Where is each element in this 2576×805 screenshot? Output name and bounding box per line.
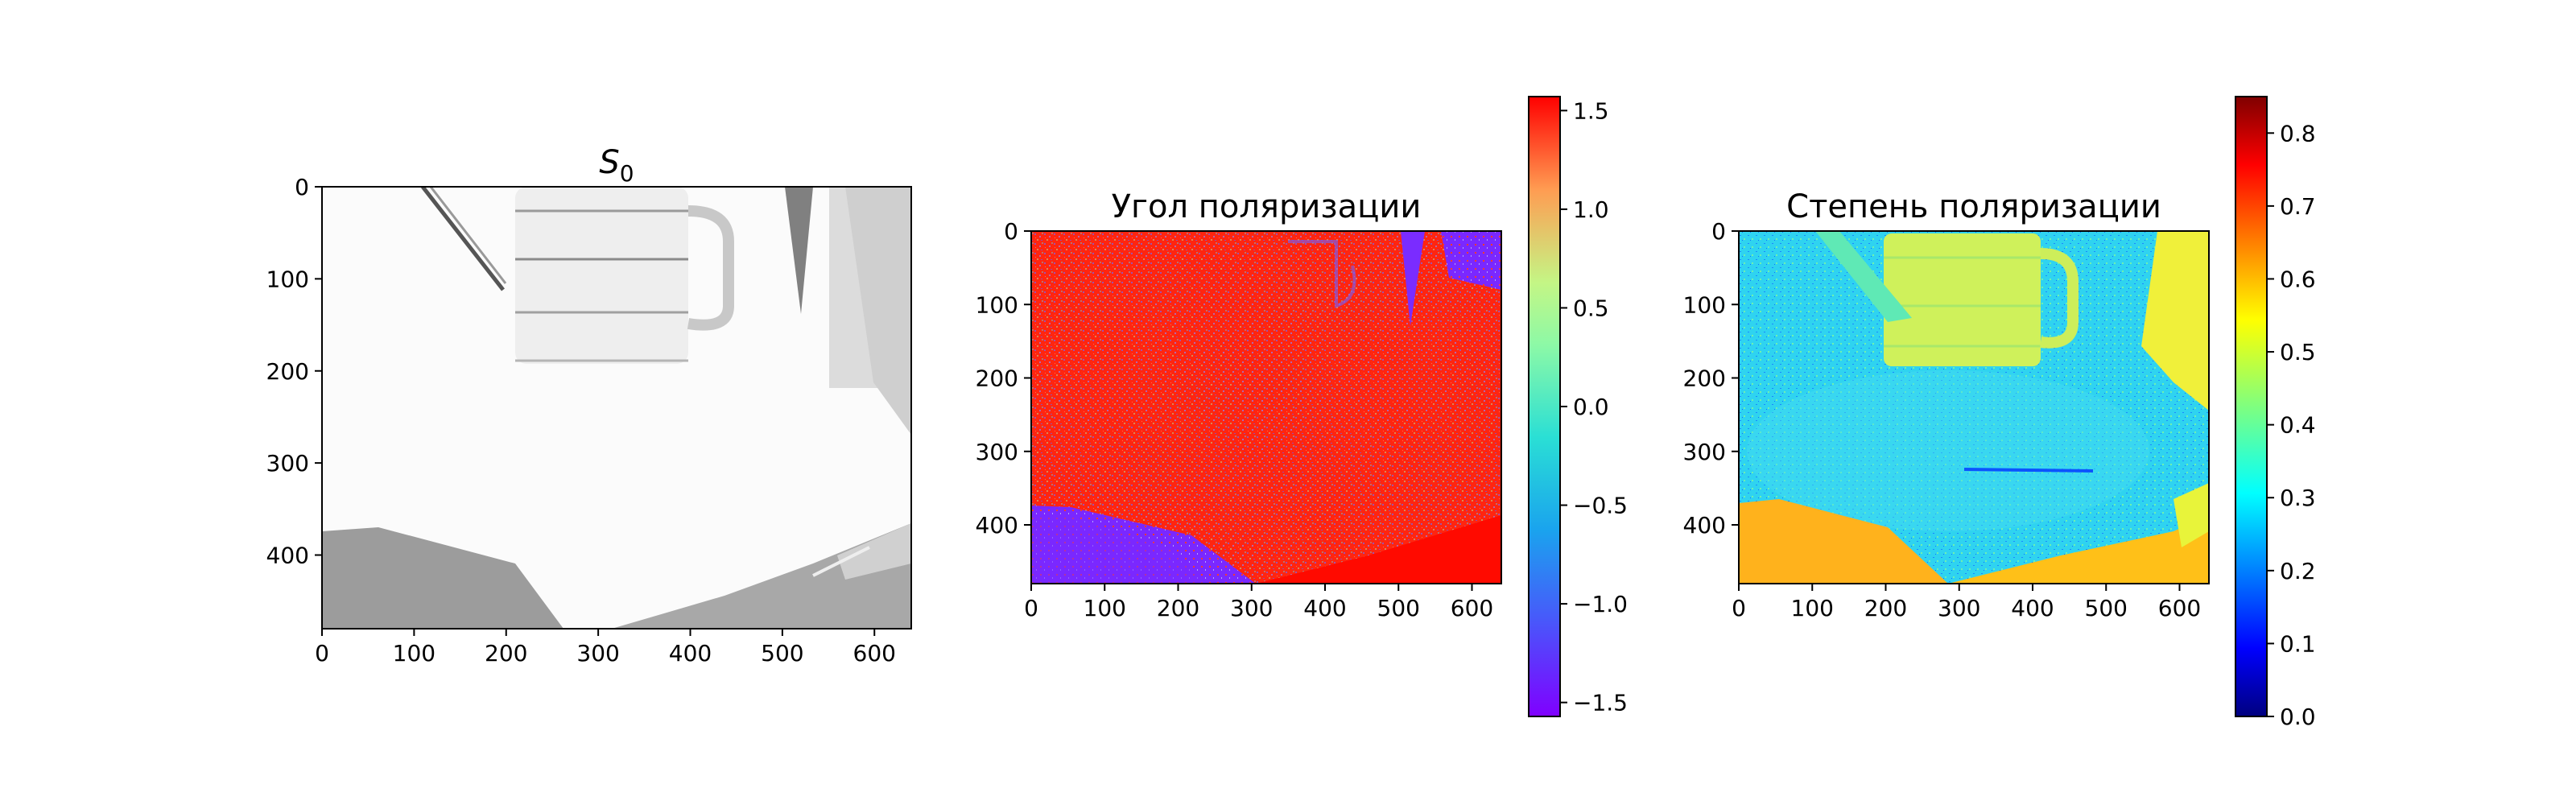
x-tick-label: 400 <box>669 640 712 667</box>
y-tick-label: 0 <box>295 174 309 200</box>
colorbar-tick-label: 1.0 <box>1573 196 1609 223</box>
x-tick-label: 0 <box>1732 595 1746 621</box>
degree-title: Степень поляризации <box>1786 188 2161 225</box>
x-tick-label: 500 <box>1377 595 1420 621</box>
x-tick-label: 600 <box>1451 595 1493 621</box>
colorbar-tick-label: 0.0 <box>1573 394 1609 420</box>
colorbar-tick-label: 0.5 <box>1573 295 1609 321</box>
x-tick-label: 100 <box>1791 595 1834 621</box>
degree-ticks: 0 100 200 300 400 500 600 0 100 200 300 400 <box>1683 218 2202 621</box>
panel-angle: Угол поляризации 0 100 200 300 400 500 600 0 100… <box>976 96 1628 717</box>
s0-ticks: 0 100 200 300 400 500 600 0 100 200 300 400 <box>266 174 896 667</box>
angle-colorbar-ticks: 1.5 1.0 0.5 0.0 −0.5 −1.0 −1.5 <box>1560 97 1628 716</box>
x-tick-label: 200 <box>1157 595 1199 621</box>
colorbar-tick-label: −1.0 <box>1573 591 1628 617</box>
degree-frame <box>1738 230 2210 584</box>
x-tick-label: 200 <box>1864 595 1907 621</box>
y-tick-label: 200 <box>266 358 309 385</box>
angle-frame <box>1030 230 1502 584</box>
y-tick-label: 0 <box>1711 218 1726 245</box>
panel-s0: S0 0 100 200 300 400 500 600 0 100 200 300 400 <box>266 144 912 667</box>
colorbar-tick-label: 0.6 <box>2280 266 2316 292</box>
panel-degree: Степень поляризации 0 100 200 300 400 500 6000… <box>1683 96 2316 730</box>
angle-ticks: 0 100 200 300 400 500 600 0 100 200 300 400 <box>976 218 1494 621</box>
s0-title: S0 <box>599 144 634 187</box>
y-tick-label: 0 <box>1004 218 1018 245</box>
y-tick-label: 200 <box>1683 365 1726 392</box>
y-tick-label: 100 <box>1683 291 1726 318</box>
y-tick-label: 300 <box>1683 439 1726 465</box>
y-tick-label: 200 <box>976 365 1018 392</box>
s0-frame <box>321 186 912 630</box>
x-tick-label: 100 <box>1084 595 1126 621</box>
y-tick-label: 300 <box>266 450 309 477</box>
x-tick-label: 300 <box>1230 595 1273 621</box>
y-tick-label: 300 <box>976 439 1018 465</box>
x-tick-label: 300 <box>1938 595 1980 621</box>
colorbar-tick-label: 0.4 <box>2280 412 2316 439</box>
y-tick-label: 100 <box>266 266 309 292</box>
colorbar-tick-label: 0.0 <box>2280 704 2316 730</box>
degree-colorbar-ticks: 0.8 0.7 0.6 0.5 0.4 0.3 0.2 0.1 0.0 <box>2267 120 2316 730</box>
x-tick-label: 500 <box>2085 595 2128 621</box>
y-tick-label: 400 <box>266 543 309 569</box>
colorbar-tick-label: 0.7 <box>2280 193 2316 220</box>
y-tick-label: 400 <box>976 512 1018 539</box>
x-tick-label: 500 <box>761 640 803 667</box>
x-tick-label: 200 <box>485 640 527 667</box>
angle-title: Угол поляризации <box>1112 188 1422 225</box>
colorbar-tick-label: 0.8 <box>2280 120 2316 147</box>
colorbar-tick-label: −0.5 <box>1573 493 1628 519</box>
colorbar-tick-label: 0.2 <box>2280 558 2316 584</box>
degree-colorbar <box>2235 96 2268 717</box>
s0-image <box>322 187 911 629</box>
colorbar-tick-label: 0.3 <box>2280 485 2316 511</box>
x-tick-label: 0 <box>315 640 329 667</box>
y-tick-label: 400 <box>1683 512 1726 539</box>
angle-colorbar <box>1528 96 1561 717</box>
degree-image <box>1739 231 2209 584</box>
x-tick-label: 300 <box>576 640 619 667</box>
colorbar-tick-label: 0.1 <box>2280 630 2316 657</box>
x-tick-label: 600 <box>2158 595 2201 621</box>
angle-image <box>1031 231 1501 584</box>
y-tick-label: 100 <box>976 291 1018 318</box>
colorbar-tick-label: −1.5 <box>1573 690 1628 716</box>
x-tick-label: 100 <box>393 640 436 667</box>
x-tick-label: 600 <box>853 640 896 667</box>
x-tick-label: 400 <box>2011 595 2054 621</box>
colorbar-tick-label: 1.5 <box>1573 97 1609 124</box>
x-tick-label: 0 <box>1024 595 1038 621</box>
x-tick-label: 400 <box>1303 595 1346 621</box>
colorbar-tick-label: 0.5 <box>2280 339 2316 365</box>
